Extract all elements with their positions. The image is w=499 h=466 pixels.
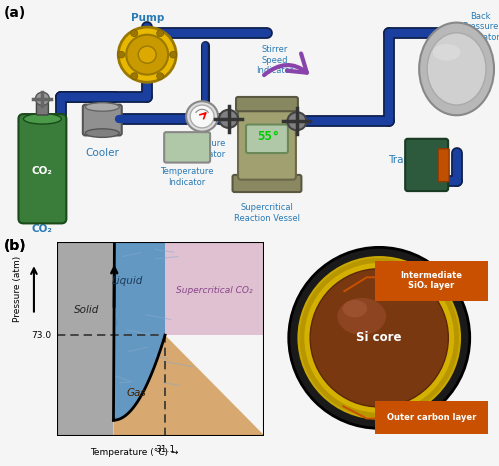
Circle shape [88, 380, 104, 396]
Polygon shape [57, 242, 113, 436]
Circle shape [73, 317, 88, 331]
Ellipse shape [328, 277, 382, 311]
Circle shape [55, 393, 64, 401]
Ellipse shape [85, 103, 119, 111]
FancyBboxPatch shape [233, 175, 301, 192]
Text: (b): (b) [4, 239, 26, 253]
FancyBboxPatch shape [405, 139, 448, 191]
Circle shape [287, 112, 306, 130]
Text: Cooler: Cooler [85, 148, 119, 158]
Text: Si core: Si core [356, 331, 402, 344]
Text: CO₂: CO₂ [32, 166, 53, 176]
Circle shape [157, 73, 164, 79]
Circle shape [289, 247, 470, 428]
Circle shape [170, 51, 177, 58]
Circle shape [131, 73, 138, 79]
Circle shape [94, 257, 99, 262]
FancyBboxPatch shape [438, 149, 449, 182]
Text: Solid: Solid [74, 305, 99, 315]
Circle shape [99, 260, 114, 274]
Text: Supercritical
Reaction Vessel: Supercritical Reaction Vessel [234, 204, 300, 223]
Text: 31.1: 31.1 [155, 445, 175, 454]
Circle shape [69, 243, 84, 257]
Circle shape [186, 101, 218, 132]
FancyBboxPatch shape [83, 104, 122, 136]
Text: (b): (b) [4, 239, 26, 253]
Text: 55°: 55° [256, 130, 279, 144]
Polygon shape [57, 242, 113, 436]
Text: Pump: Pump [131, 13, 164, 23]
FancyBboxPatch shape [164, 132, 210, 163]
Circle shape [58, 313, 63, 318]
FancyBboxPatch shape [370, 259, 493, 302]
Ellipse shape [85, 129, 119, 137]
FancyBboxPatch shape [238, 105, 296, 180]
Text: Trap: Trap [388, 155, 410, 165]
Circle shape [100, 283, 105, 288]
Text: Stirrer
Speed
Indicator: Stirrer Speed Indicator [256, 45, 293, 75]
Circle shape [138, 46, 156, 63]
Circle shape [298, 257, 460, 418]
Ellipse shape [337, 298, 386, 335]
Circle shape [190, 105, 214, 128]
FancyBboxPatch shape [246, 124, 288, 153]
Circle shape [89, 339, 96, 346]
Circle shape [126, 34, 168, 75]
Text: Supercritical CO₂: Supercritical CO₂ [177, 286, 253, 295]
Ellipse shape [419, 22, 494, 115]
Ellipse shape [433, 44, 461, 61]
Circle shape [219, 110, 238, 128]
Circle shape [84, 350, 99, 364]
Circle shape [69, 363, 79, 372]
Text: Temperature (°C) →: Temperature (°C) → [90, 448, 179, 458]
Text: (a): (a) [4, 6, 26, 20]
Text: Pressure (atm): Pressure (atm) [13, 256, 22, 322]
Text: 73.0: 73.0 [31, 331, 51, 340]
Circle shape [131, 30, 138, 37]
Text: Intermediate
SiOₓ layer: Intermediate SiOₓ layer [400, 271, 463, 290]
FancyBboxPatch shape [370, 399, 493, 436]
Ellipse shape [338, 277, 382, 292]
Circle shape [157, 30, 164, 37]
Ellipse shape [343, 300, 367, 317]
FancyBboxPatch shape [36, 103, 48, 115]
Circle shape [118, 51, 125, 58]
Text: Outer carbon layer: Outer carbon layer [387, 413, 476, 422]
Circle shape [304, 263, 454, 413]
Polygon shape [113, 242, 165, 420]
Circle shape [108, 286, 114, 292]
Circle shape [71, 261, 79, 268]
Circle shape [93, 413, 109, 428]
Text: Temperature
Indicator: Temperature Indicator [160, 167, 214, 187]
Text: CO₂: CO₂ [32, 224, 53, 234]
Text: Back
Pressure
Regulator: Back Pressure Regulator [460, 12, 499, 41]
Circle shape [88, 430, 98, 439]
Polygon shape [165, 242, 264, 335]
Circle shape [81, 340, 86, 345]
Circle shape [97, 384, 102, 388]
Text: Gas: Gas [126, 388, 146, 398]
Circle shape [35, 92, 49, 105]
Circle shape [118, 27, 176, 82]
Ellipse shape [23, 114, 61, 124]
Text: Pressure
Indicator: Pressure Indicator [189, 139, 226, 158]
Ellipse shape [427, 33, 486, 105]
Circle shape [94, 395, 102, 402]
Circle shape [85, 269, 90, 274]
Text: Liquid: Liquid [112, 276, 144, 286]
FancyBboxPatch shape [236, 97, 298, 111]
Circle shape [310, 269, 448, 407]
Polygon shape [113, 335, 264, 436]
FancyBboxPatch shape [18, 114, 66, 223]
Circle shape [58, 407, 70, 419]
